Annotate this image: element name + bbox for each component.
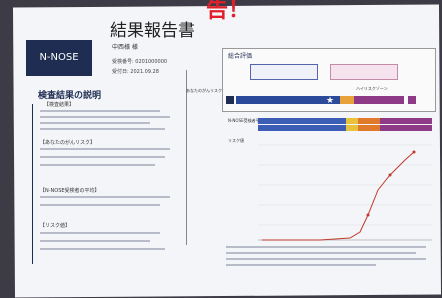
bar-segment (354, 96, 404, 104)
star: ★ (326, 96, 334, 106)
bar-segment (358, 118, 380, 124)
icon (408, 96, 416, 104)
bar-segment (258, 125, 346, 131)
bar-segment (380, 118, 432, 124)
bar-segment (346, 118, 358, 124)
bar-segment (236, 96, 340, 104)
icon (226, 96, 234, 104)
bar-segment (340, 96, 354, 104)
text-lines (226, 246, 426, 266)
grid (258, 145, 432, 225)
graphics: ★ (0, 0, 442, 298)
bar-segment (380, 125, 432, 131)
curve-points (367, 151, 416, 217)
bar-segment (346, 125, 358, 131)
bar-segment (358, 125, 380, 131)
photo: 告！ N-NOSE 結果報告書 中西様 様 受検番号: 0201000000 受… (0, 0, 442, 298)
bar-segment (258, 118, 346, 124)
